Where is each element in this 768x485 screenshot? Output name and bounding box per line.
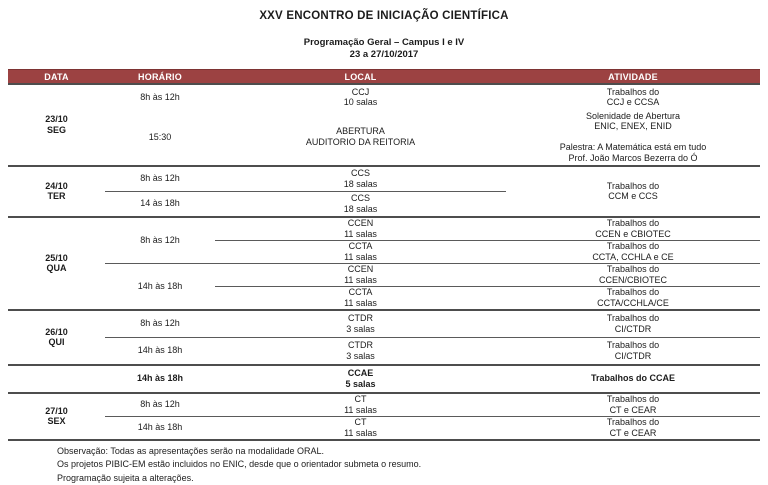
- table-header: DATA HORÁRIO LOCAL ATIVIDADE: [8, 70, 760, 85]
- time-cell: 14h às 18h: [105, 365, 215, 393]
- col-header-local: LOCAL: [215, 70, 506, 85]
- time-cell: 14h às 18h: [105, 416, 215, 440]
- note-line: Os projetos PIBIC-EM estão incluidos no …: [57, 458, 768, 472]
- page-title: XXV ENCONTRO DE INICIAÇÃO CIENTÍFICA: [0, 0, 768, 22]
- time-cell: 8h às 12h: [105, 166, 215, 192]
- time-cell: 8h às 12h: [105, 310, 215, 338]
- note-line: Observação: Todas as apresentações serão…: [57, 445, 768, 459]
- time-cell: 14h às 18h: [105, 263, 215, 310]
- time-cell: 8h às 12h: [105, 217, 215, 264]
- note-line: Programação sujeita a alterações.: [57, 472, 768, 485]
- time-cell: 15:30: [105, 109, 215, 166]
- activity-cell: Trabalhos do CCAE: [506, 365, 760, 393]
- time-cell: 8h às 12h: [105, 393, 215, 417]
- time-cell: 8h às 12h: [105, 84, 215, 109]
- col-header-data: DATA: [8, 70, 105, 85]
- date-cell: [8, 365, 105, 393]
- footer-notes: Observação: Todas as apresentações serão…: [57, 445, 768, 485]
- page-subtitle: Programação Geral – Campus I e IV 23 a 2…: [0, 37, 768, 61]
- subtitle-line: Programação Geral – Campus I e IV: [0, 37, 768, 49]
- col-header-horario: HORÁRIO: [105, 70, 215, 85]
- col-header-atividade: ATIVIDADE: [506, 70, 760, 85]
- date-range: 23 a 27/10/2017: [0, 49, 768, 61]
- time-cell: 14 às 18h: [105, 191, 215, 217]
- header-row: DATA HORÁRIO LOCAL ATIVIDADE: [8, 70, 760, 85]
- time-cell: 14h às 18h: [105, 337, 215, 365]
